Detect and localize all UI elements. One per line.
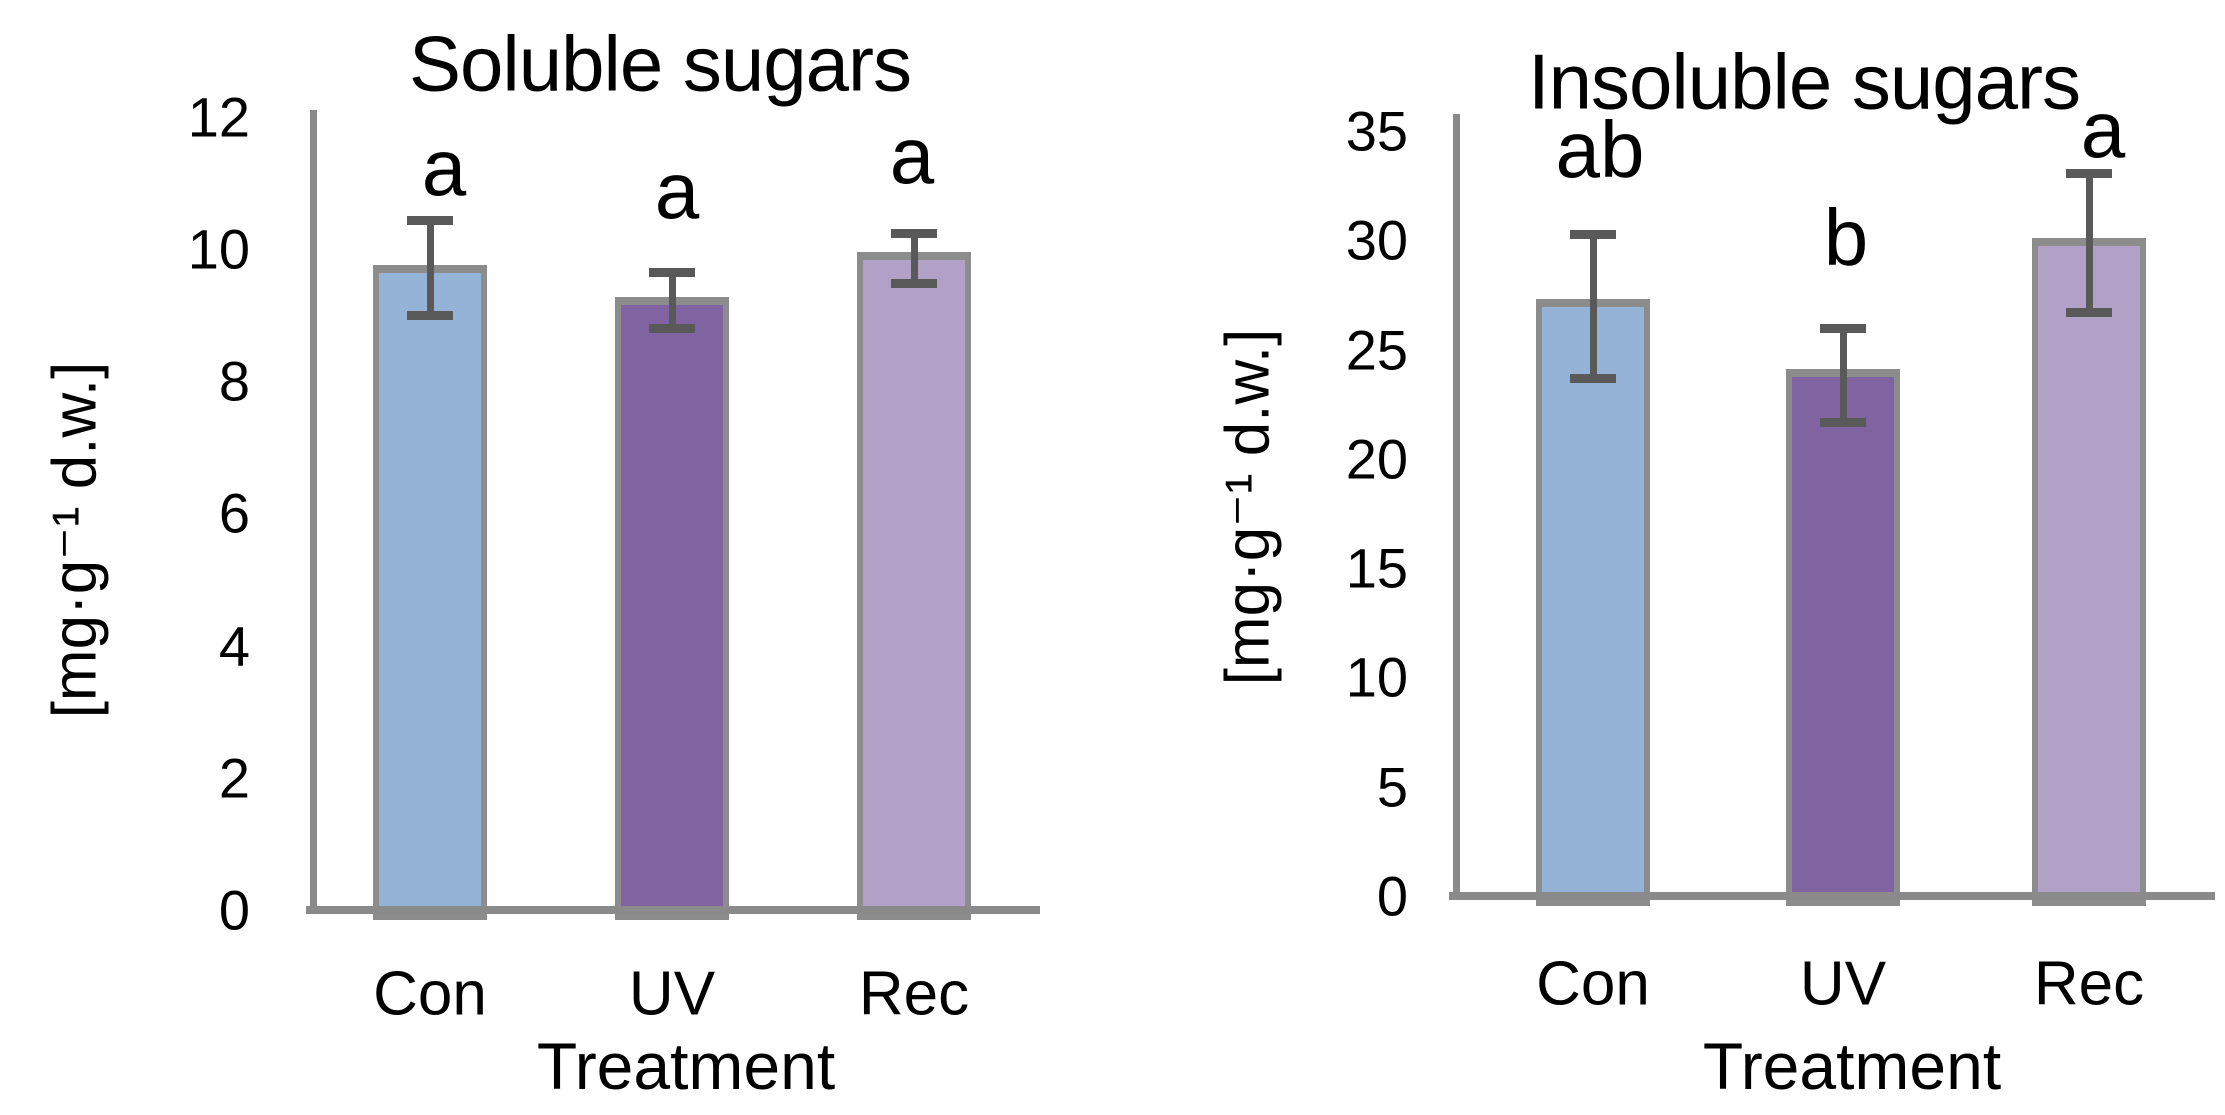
bar-con: [1536, 299, 1650, 906]
x-tick-label-uv: UV: [1799, 949, 1887, 1019]
bar-rec: [2032, 238, 2146, 906]
y-tick-label: 10: [187, 217, 250, 281]
y-tick-label: 5: [1376, 755, 1408, 819]
error-bar-cap-top: [407, 215, 453, 225]
x-axis-title-insoluble: Treatment: [1702, 1029, 2002, 1103]
error-bar-cap-bottom: [2066, 308, 2112, 318]
y-tick-label: 0: [1376, 864, 1408, 928]
error-bar-cap-bottom: [1570, 373, 1616, 383]
error-bar-stem: [2086, 172, 2093, 313]
y-axis-line: [310, 110, 317, 914]
significance-letter: a: [654, 146, 700, 235]
error-bar-cap-top: [1570, 229, 1616, 239]
significance-letter: b: [1823, 193, 1869, 282]
bar-con: [373, 264, 487, 920]
y-axis-label-soluble: [mg·g⁻¹ d.w.]: [40, 361, 110, 719]
y-tick-label: 0: [218, 878, 250, 942]
bar-uv: [1786, 369, 1900, 906]
x-tick-label-con: Con: [373, 959, 487, 1029]
significance-letter: a: [2080, 85, 2126, 174]
y-tick-label: 30: [1345, 208, 1408, 272]
x-axis-line: [1449, 892, 2215, 900]
y-axis-label-insoluble: [mg·g⁻¹ d.w.]: [1213, 328, 1283, 686]
error-bar-stem: [911, 233, 918, 283]
chart-title-insoluble: Insoluble sugars: [1527, 37, 2081, 126]
error-bar-cap-bottom: [407, 311, 453, 321]
bar-rec: [857, 252, 971, 920]
x-tick-label-rec: Rec: [858, 959, 970, 1029]
x-tick-label-uv: UV: [628, 959, 716, 1029]
x-axis-title-soluble: Treatment: [536, 1029, 836, 1103]
y-tick-label: 8: [218, 349, 250, 413]
error-bar-cap-top: [649, 268, 695, 278]
significance-letter: a: [889, 111, 935, 200]
error-bar-stem: [427, 219, 434, 316]
error-bar-cap-top: [891, 229, 937, 239]
y-tick-label: 6: [218, 481, 250, 545]
y-tick-label: 2: [218, 746, 250, 810]
error-bar-stem: [1590, 233, 1597, 378]
x-axis-line: [306, 906, 1040, 914]
error-bar-cap-top: [1820, 323, 1866, 333]
y-axis-line: [1453, 114, 1460, 900]
bar-uv: [615, 297, 729, 920]
significance-letter: a: [421, 123, 467, 212]
error-bar-cap-top: [2066, 168, 2112, 178]
y-tick-label: 35: [1345, 99, 1408, 163]
error-bar-cap-bottom: [649, 324, 695, 334]
y-tick-label: 4: [218, 614, 250, 678]
y-tick-label: 12: [187, 85, 250, 149]
y-tick-label: 10: [1345, 645, 1408, 709]
error-bar-stem: [1840, 327, 1847, 422]
y-tick-label: 20: [1345, 427, 1408, 491]
y-tick-label: 25: [1345, 318, 1408, 382]
x-tick-label-rec: Rec: [2033, 949, 2145, 1019]
x-tick-label-con: Con: [1536, 949, 1650, 1019]
error-bar-cap-bottom: [891, 278, 937, 288]
error-bar-stem: [669, 272, 676, 329]
significance-letter: ab: [1555, 105, 1645, 194]
chart-title-soluble: Soluble sugars: [409, 19, 912, 108]
error-bar-cap-bottom: [1820, 417, 1866, 427]
y-tick-label: 15: [1345, 536, 1408, 600]
